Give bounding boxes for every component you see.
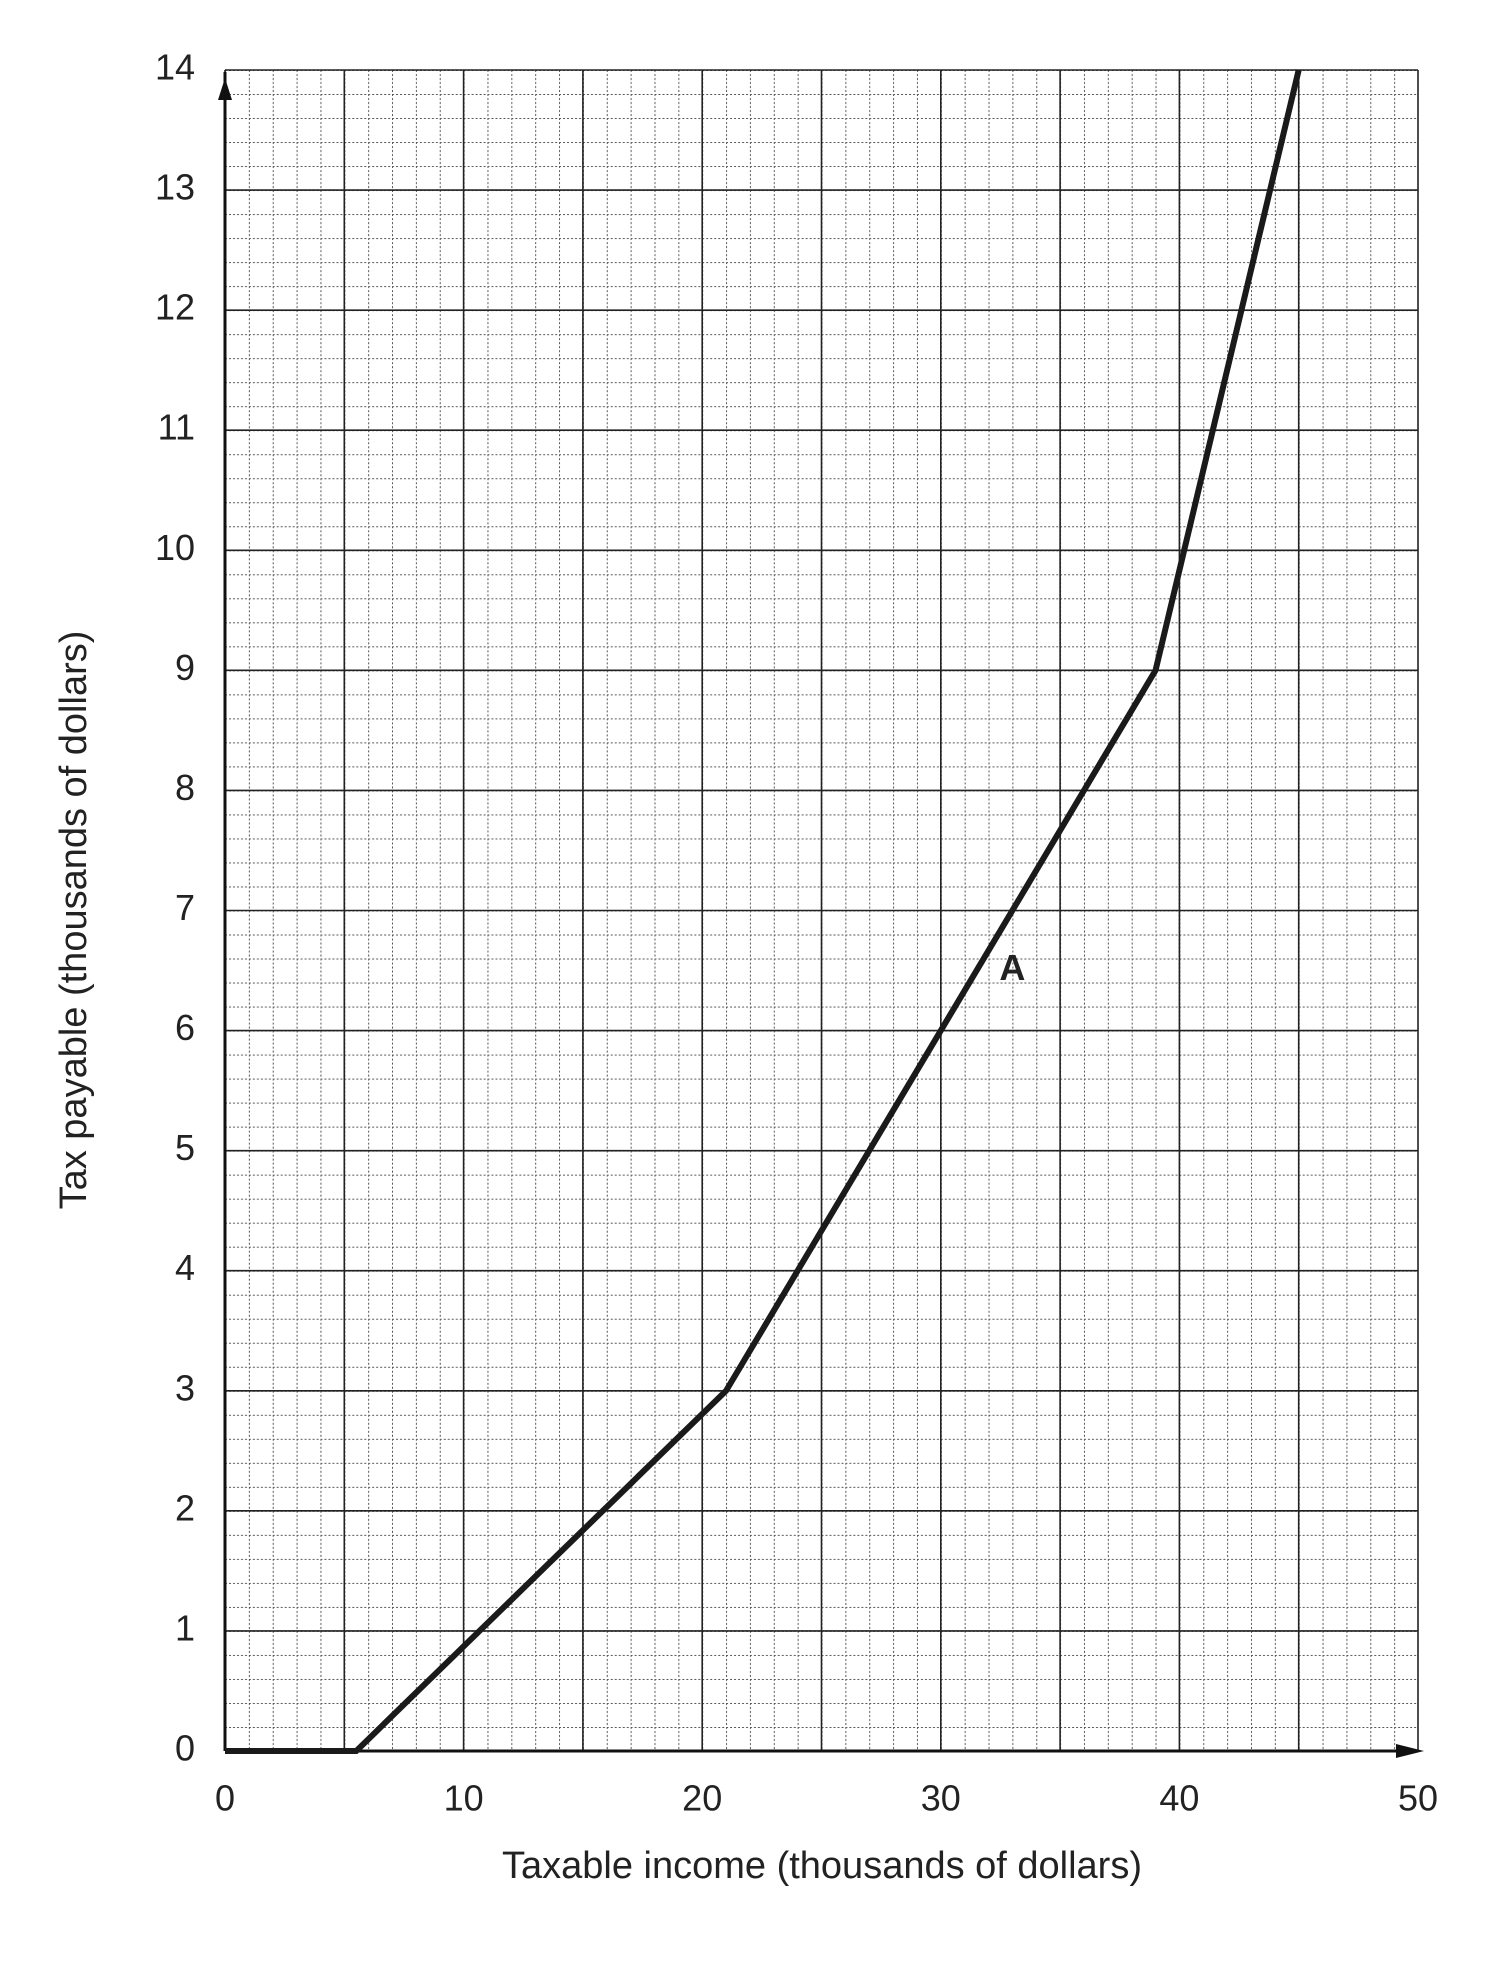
- y-tick-label: 1: [175, 1607, 195, 1648]
- y-tick-label: 8: [175, 767, 195, 808]
- x-tick-label: 50: [1398, 1778, 1438, 1819]
- y-tick-label: 4: [175, 1247, 195, 1288]
- y-tick-label: 9: [175, 647, 195, 688]
- x-tick-label: 0: [215, 1778, 235, 1819]
- y-axis-label: Tax payable (thousands of dollars): [53, 631, 95, 1210]
- y-tick-label: 12: [155, 287, 195, 328]
- x-tick-label: 40: [1159, 1778, 1199, 1819]
- data-line: [225, 69, 1302, 1754]
- y-tick-label: 5: [175, 1127, 195, 1168]
- y-tick-label: 0: [175, 1728, 195, 1769]
- y-tick-label: 13: [155, 167, 195, 208]
- x-tick-label: 10: [444, 1778, 484, 1819]
- y-tick-label: 3: [175, 1367, 195, 1408]
- annotation: A: [999, 947, 1025, 988]
- y-tick-label: 10: [155, 527, 195, 568]
- y-axis-arrow: [218, 78, 232, 100]
- y-tick-label: 6: [175, 1007, 195, 1048]
- x-axis-arrow: [1396, 1744, 1424, 1758]
- y-tick-label: 14: [155, 47, 195, 88]
- y-tick-label: 11: [158, 407, 195, 448]
- x-tick-label: 30: [921, 1778, 961, 1819]
- y-tick-label: 2: [175, 1487, 195, 1528]
- y-tick-label: 7: [175, 887, 195, 928]
- x-tick-label: 20: [682, 1778, 722, 1819]
- x-axis-label: Taxable income (thousands of dollars): [502, 1845, 1142, 1887]
